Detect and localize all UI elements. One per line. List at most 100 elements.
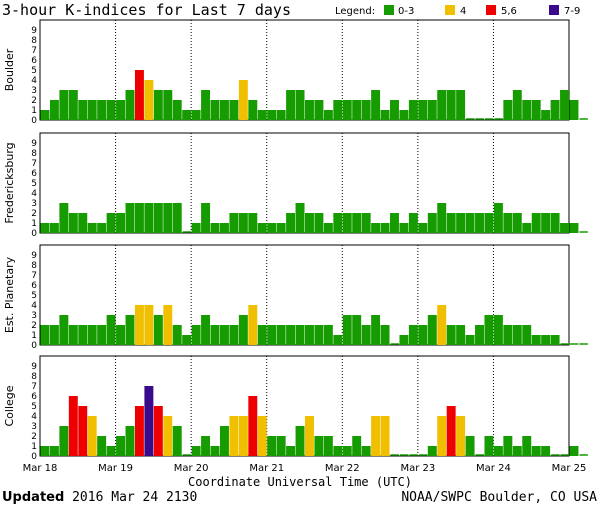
- y-tick-label: 6: [31, 281, 37, 291]
- k-index-bar: [295, 325, 305, 345]
- k-index-bar: [399, 335, 409, 345]
- k-index-bar: [371, 315, 381, 345]
- footer-updated: Updated 2016 Mar 24 2130: [2, 490, 197, 505]
- k-index-bar: [569, 100, 579, 120]
- k-index-bar: [475, 325, 484, 345]
- k-index-bar: [493, 446, 503, 456]
- k-index-bar: [484, 436, 494, 456]
- k-index-bar: [257, 325, 267, 345]
- k-index-bar: [68, 396, 78, 456]
- k-index-bar: [286, 446, 296, 456]
- k-index-bar: [125, 203, 135, 233]
- y-tick-label: 9: [31, 362, 37, 372]
- k-index-bar: [106, 315, 116, 345]
- k-index-bar: [229, 100, 239, 120]
- k-index-bar: [371, 223, 381, 233]
- k-index-bar: [531, 446, 541, 456]
- k-index-bar: [380, 416, 390, 456]
- k-index-bar: [87, 100, 97, 120]
- k-index-bar: [163, 305, 173, 345]
- k-index-bar: [286, 213, 296, 233]
- k-index-bar: [248, 100, 258, 120]
- updated-label: Updated: [2, 490, 65, 505]
- k-index-bar: [106, 446, 116, 456]
- y-tick-label: 5: [31, 66, 37, 76]
- k-index-bar: [446, 90, 456, 120]
- k-index-bar: [361, 446, 371, 456]
- y-tick-label: 2: [31, 209, 37, 219]
- y-tick-label: 8: [31, 372, 37, 382]
- legend-item-7-9: 7-9: [564, 6, 580, 17]
- k-index-bar: [342, 315, 352, 345]
- k-index-bar: [569, 446, 579, 456]
- k-index-bar: [201, 436, 211, 456]
- k-index-bar: [40, 446, 50, 456]
- k-index-bar: [125, 90, 135, 120]
- y-tick-label: 9: [31, 139, 37, 149]
- k-index-bar: [276, 110, 286, 120]
- k-index-bar: [125, 315, 135, 345]
- y-tick-label: 1: [31, 442, 37, 452]
- y-tick-label: 7: [31, 46, 37, 56]
- x-axis-ticks: Mar 18 Mar 19 Mar 20 Mar 21 Mar 22 Mar 23 Mar …: [23, 463, 587, 474]
- k-index-bar: [323, 110, 333, 120]
- k-index-bar: [87, 223, 97, 233]
- k-index-bar: [522, 436, 532, 456]
- k-index-bar: [295, 90, 305, 120]
- x-tick-label: Mar 20: [174, 463, 209, 474]
- k-index-bar: [446, 213, 456, 233]
- k-index-bar: [522, 100, 532, 120]
- k-index-bar: [437, 305, 447, 345]
- x-axis-label: Coordinate Universal Time (UTC): [188, 475, 412, 489]
- k-index-bar: [229, 325, 239, 345]
- k-index-bar: [390, 213, 399, 233]
- k-index-bar: [144, 203, 154, 233]
- y-tick-label: 0: [31, 341, 37, 351]
- y-tick-label: 3: [31, 86, 37, 96]
- k-index-bar: [305, 213, 314, 233]
- k-index-bar: [456, 416, 466, 456]
- k-index-bar: [408, 213, 418, 233]
- legend-swatch-7-9: [549, 5, 559, 15]
- k-index-bar: [361, 100, 371, 120]
- k-index-bar: [342, 446, 352, 456]
- k-index-bar: [219, 426, 229, 456]
- k-index-bar: [456, 90, 466, 120]
- station-label: Est. Planetary: [3, 256, 16, 333]
- y-tick-label: 8: [31, 36, 37, 46]
- k-index-bar: [229, 416, 239, 456]
- k-index-bar: [342, 100, 352, 120]
- k-index-bar: [560, 223, 569, 233]
- station-label: Fredericksburg: [3, 142, 16, 223]
- k-index-bar: [286, 325, 296, 345]
- k-index-bar: [361, 325, 371, 345]
- k-index-bar: [219, 100, 229, 120]
- k-index-bar: [512, 213, 522, 233]
- k-index-bar: [503, 100, 513, 120]
- k-index-bar: [229, 213, 239, 233]
- y-tick-label: 8: [31, 149, 37, 159]
- k-index-bar: [333, 446, 343, 456]
- k-index-bar: [333, 100, 343, 120]
- y-tick-label: 0: [31, 229, 37, 239]
- k-index-bar: [97, 325, 107, 345]
- k-index-bar: [408, 100, 418, 120]
- footer-credit: NOAA/SWPC Boulder, CO USA: [401, 490, 597, 505]
- legend-swatch-0-3: [384, 5, 394, 15]
- legend: Legend: 0-3 4 5,6 7-9: [335, 5, 580, 17]
- k-index-bar: [314, 325, 324, 345]
- k-index-bar: [352, 100, 362, 120]
- y-tick-label: 3: [31, 422, 37, 432]
- k-index-bar: [371, 416, 381, 456]
- k-index-bar: [201, 315, 211, 345]
- y-tick-label: 4: [31, 412, 37, 422]
- k-index-bar: [333, 213, 343, 233]
- legend-item-0-3: 0-3: [398, 6, 414, 17]
- k-index-bar: [390, 100, 399, 120]
- y-tick-label: 2: [31, 432, 37, 442]
- y-tick-label: 4: [31, 301, 37, 311]
- k-index-bar: [238, 213, 248, 233]
- k-index-bar: [314, 100, 324, 120]
